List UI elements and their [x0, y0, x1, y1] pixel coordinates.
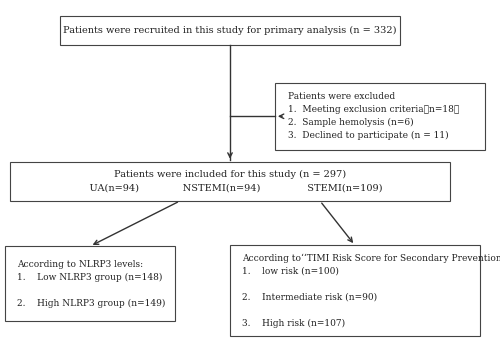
- Text: Patients were included for this study (n = 297)
    UA(n=94)              NSTEMI: Patients were included for this study (n…: [77, 170, 383, 192]
- FancyBboxPatch shape: [60, 16, 400, 45]
- FancyBboxPatch shape: [275, 83, 485, 150]
- FancyBboxPatch shape: [10, 162, 450, 201]
- FancyBboxPatch shape: [5, 246, 175, 321]
- FancyBboxPatch shape: [230, 246, 480, 336]
- Text: According to NLRP3 levels:
1.    Low NLRP3 group (n=148)

2.    High NLRP3 group: According to NLRP3 levels: 1. Low NLRP3 …: [18, 260, 166, 308]
- Text: Patients were recruited in this study for primary analysis (n = 332): Patients were recruited in this study fo…: [63, 26, 397, 35]
- Text: Patients were excluded
1.  Meeting exclusion criteria（n=18）
2.  Sample hemolysis: Patients were excluded 1. Meeting exclus…: [288, 92, 459, 140]
- Text: According to‘‘TIMI Risk Score for Secondary Prevention’’;
1.    low risk (n=100): According to‘‘TIMI Risk Score for Second…: [242, 254, 500, 328]
